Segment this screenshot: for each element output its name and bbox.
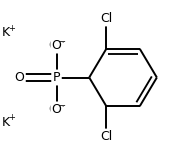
Text: +: +	[8, 24, 15, 33]
Text: +: +	[8, 113, 15, 122]
Text: O: O	[14, 71, 24, 84]
Text: P: P	[53, 71, 60, 84]
Text: O: O	[14, 71, 24, 84]
Text: O: O	[52, 39, 61, 52]
Text: P: P	[53, 71, 60, 84]
Text: O⁻: O⁻	[48, 39, 65, 52]
Text: K: K	[2, 26, 10, 39]
Text: Cl: Cl	[100, 11, 113, 24]
Text: K: K	[2, 116, 10, 129]
Text: O: O	[52, 103, 61, 116]
Text: −: −	[58, 101, 65, 110]
Text: O⁻: O⁻	[48, 103, 65, 116]
Text: −: −	[58, 38, 65, 46]
Text: Cl: Cl	[100, 131, 113, 144]
